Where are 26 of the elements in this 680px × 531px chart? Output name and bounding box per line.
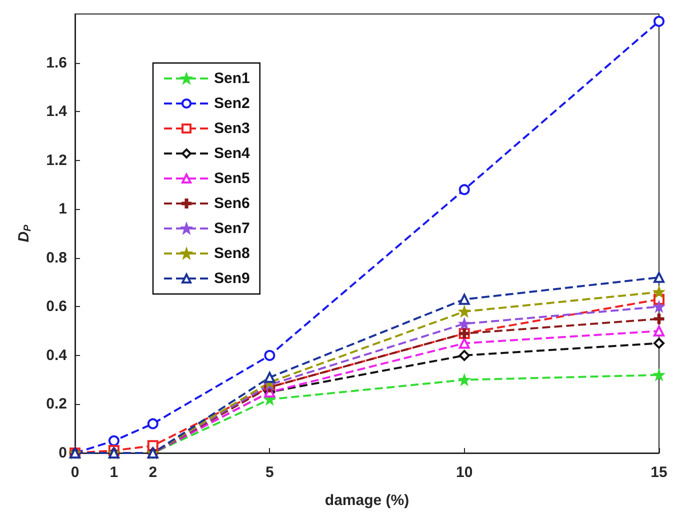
y-tick-label: 0.6 (46, 298, 67, 316)
legend-label: Sen7 (214, 220, 250, 237)
legend-label: Sen4 (214, 145, 251, 162)
x-axis-title: damage (%) (324, 492, 410, 509)
y-tick-label: 0.8 (46, 249, 67, 266)
x-tick-label: 15 (650, 464, 668, 481)
y-tick-label: 0.4 (46, 346, 68, 364)
legend-label: Sen1 (214, 70, 250, 87)
x-tick-label: 2 (148, 464, 158, 481)
y-tick-label: 1 (58, 200, 67, 218)
y-tick-label: 1.6 (46, 54, 67, 72)
y-axis-title: DP (16, 224, 34, 242)
x-tick-label: 10 (456, 464, 473, 481)
y-tick-label: 1.4 (46, 103, 68, 120)
legend-label: Sen9 (214, 270, 250, 287)
legend-label: Sen8 (214, 245, 250, 262)
y-tick-label: 0 (58, 444, 67, 462)
x-tick-label: 5 (265, 464, 274, 481)
legend-label: Sen2 (214, 95, 250, 112)
y-tick-label: 0.2 (46, 396, 67, 413)
legend-label: Sen3 (214, 120, 250, 137)
x-tick-label: 1 (110, 464, 118, 481)
y-tick-label: 1.2 (46, 152, 67, 169)
legend-label: Sen6 (214, 195, 250, 212)
x-tick-label: 0 (70, 464, 80, 481)
legend-label: Sen5 (214, 170, 250, 187)
